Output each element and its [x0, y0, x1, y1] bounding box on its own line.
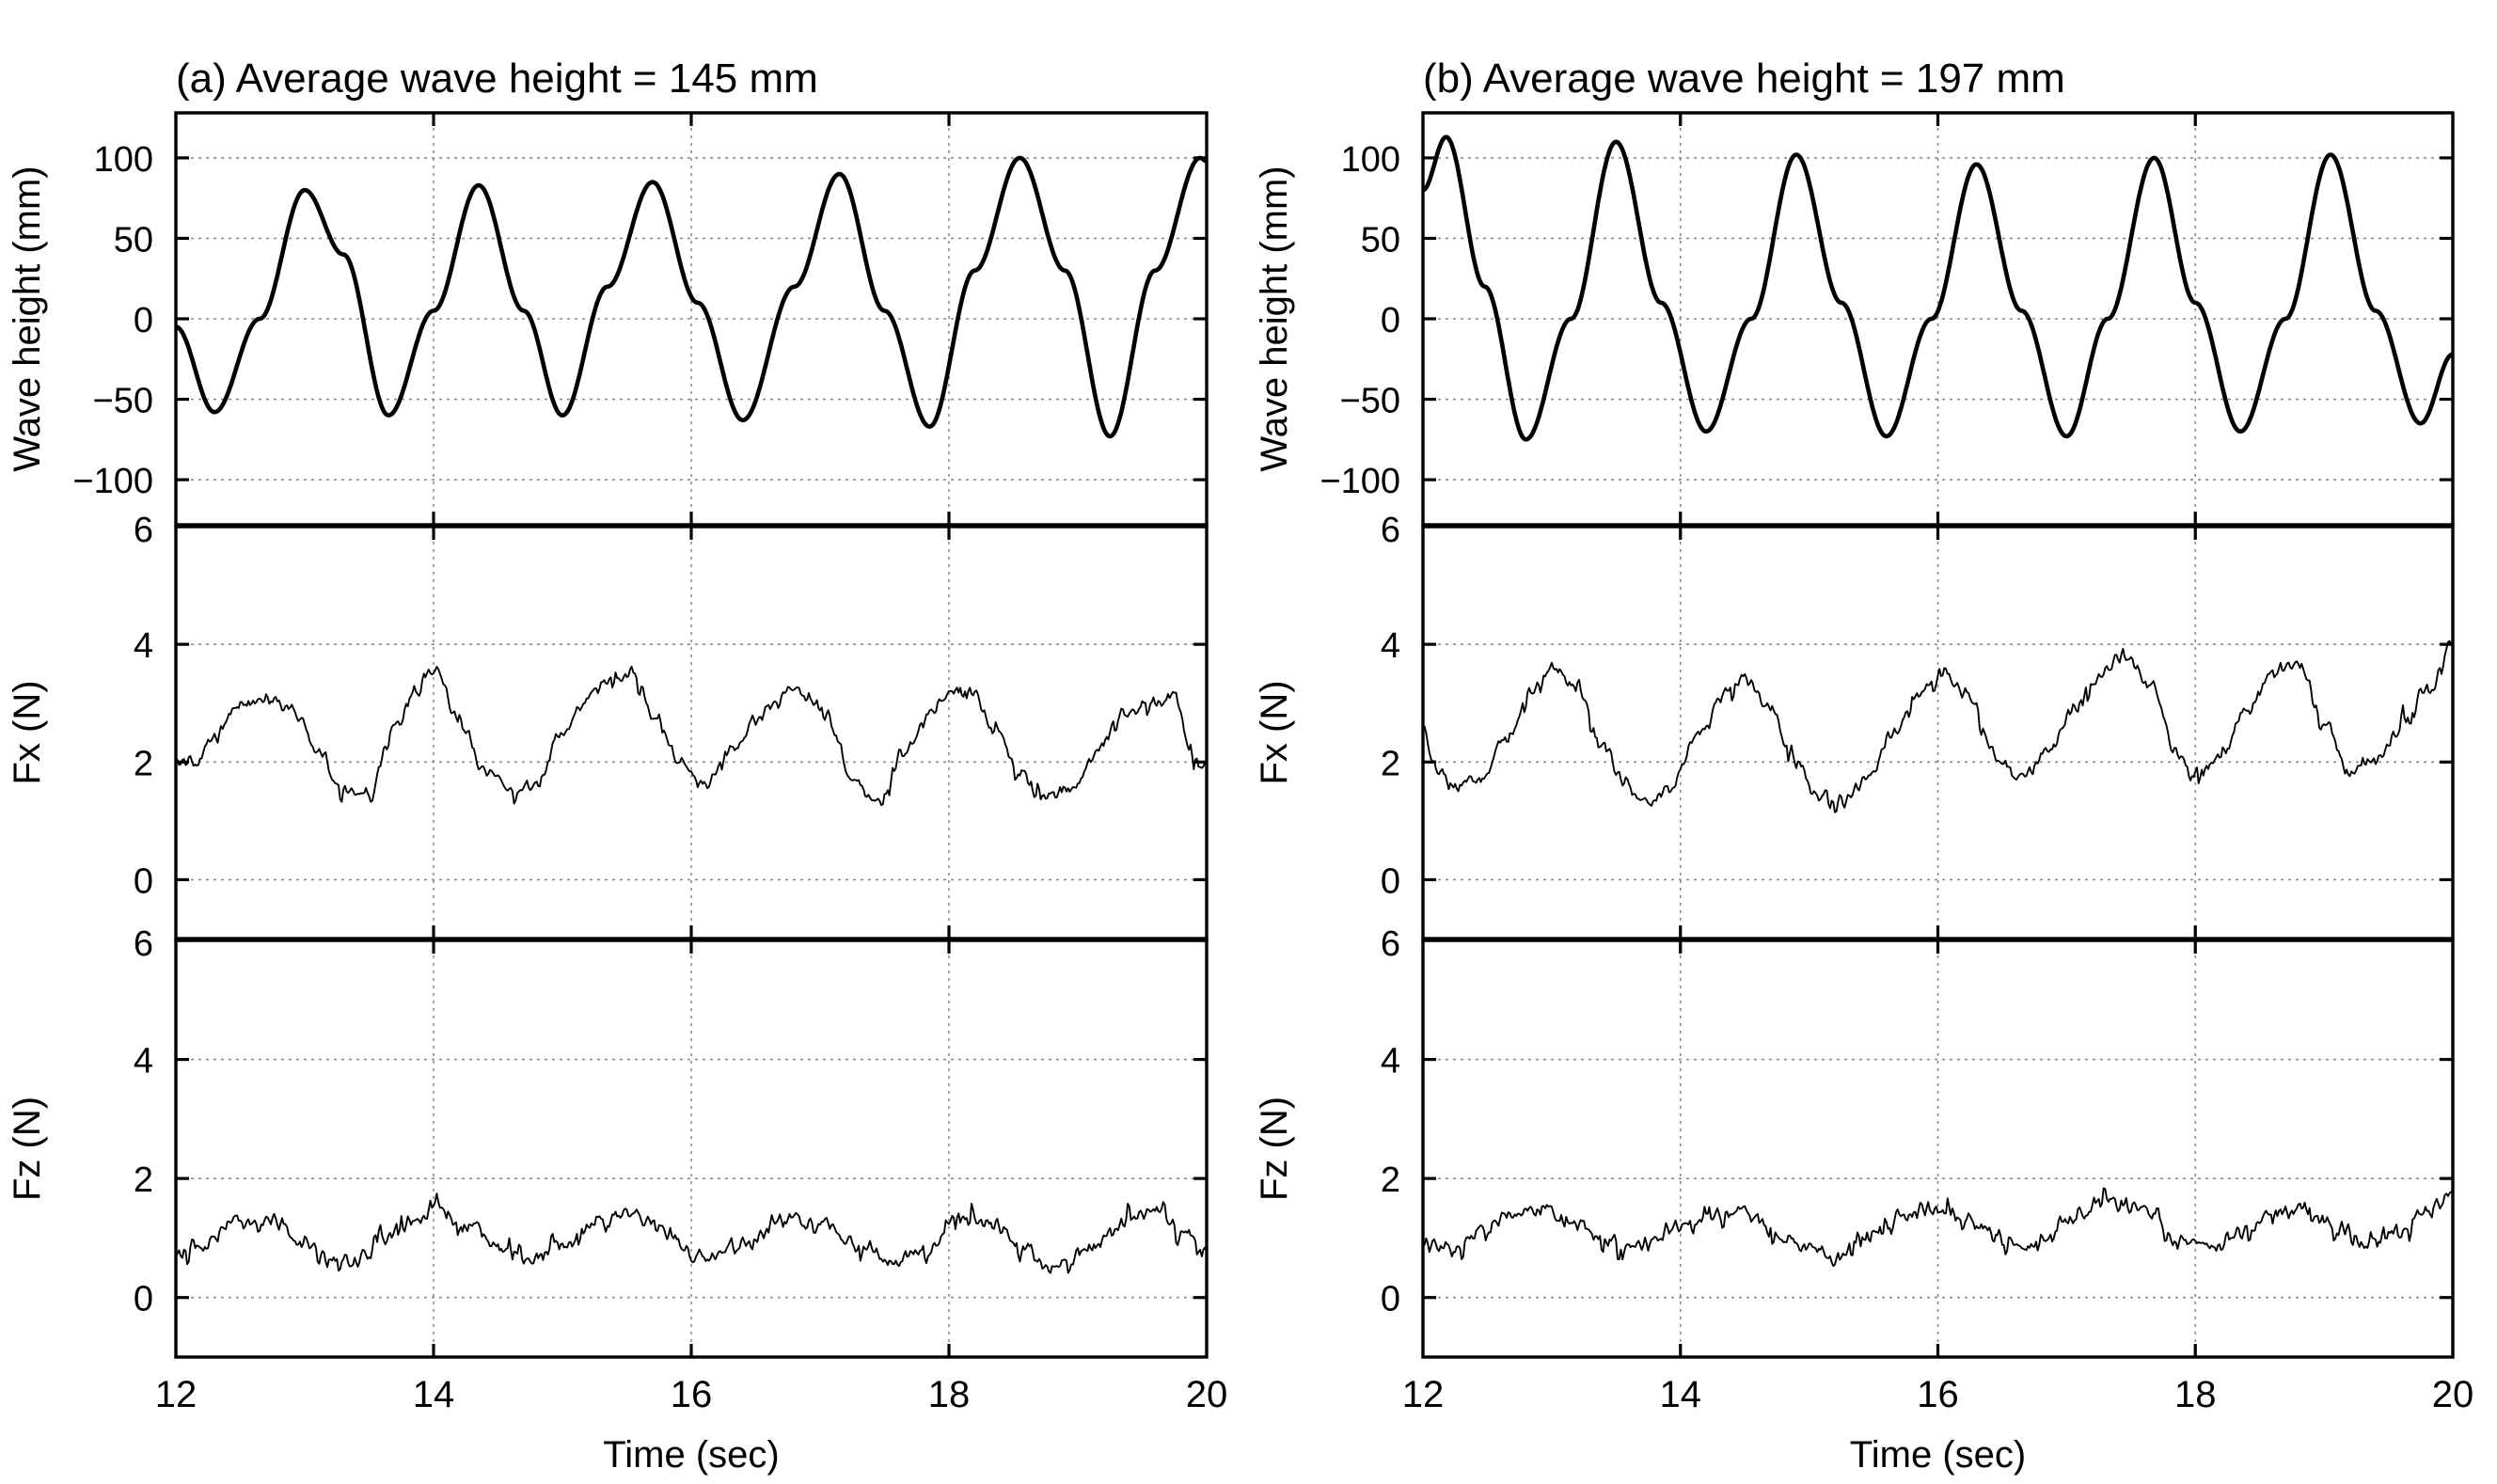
series-line-fx	[175, 665, 1208, 807]
y-tick-label: 2	[134, 1160, 153, 1200]
y-tick-label: 0	[1381, 1280, 1400, 1319]
x-tick-label: 14	[413, 1374, 455, 1415]
y-tick-label: −100	[1320, 462, 1400, 501]
y-tick-label: −50	[93, 382, 153, 421]
y-tick-label: 0	[134, 861, 153, 901]
series-line-fz	[175, 1192, 1208, 1274]
y-tick-label: 6	[1381, 924, 1400, 964]
y-tick-label: 4	[1381, 626, 1400, 666]
y-tick-label: 0	[134, 301, 153, 340]
x-tick-label: 16	[1917, 1374, 1959, 1415]
y-tick-label: 4	[134, 626, 153, 666]
y-tick-label: 2	[1381, 744, 1400, 783]
y-tick-label: 2	[1381, 1160, 1400, 1200]
y-axis-label: Wave height (mm)	[7, 166, 48, 471]
y-tick-label: 50	[1361, 220, 1400, 260]
y-tick-label: 100	[1341, 140, 1400, 180]
y-axis-label: Wave height (mm)	[1254, 166, 1295, 471]
y-axis-label: Fx (N)	[7, 680, 48, 784]
y-tick-label: 4	[1381, 1042, 1400, 1081]
x-axis-label: Time (sec)	[603, 1434, 779, 1476]
series-line-wave	[174, 155, 1209, 439]
y-tick-label: 6	[134, 511, 153, 550]
y-tick-label: −50	[1340, 382, 1400, 421]
subplot-fz: 0 2 4 6 Fz (N)	[1254, 924, 2455, 1359]
y-tick-label: 0	[134, 1280, 153, 1319]
subplot-fx: 0 2 4 6 Fx (N)	[1254, 511, 2455, 940]
y-tick-label: 4	[134, 1042, 153, 1081]
y-tick-label: 50	[114, 220, 153, 260]
y-axis-label: Fz (N)	[7, 1097, 48, 1201]
y-tick-label: 0	[1381, 301, 1400, 340]
x-tick-label: 12	[155, 1374, 198, 1415]
x-tick-label: 16	[671, 1374, 713, 1415]
y-axis-label: Fx (N)	[1254, 680, 1295, 784]
x-axis-label: Time (sec)	[1850, 1434, 2026, 1476]
x-tick-label: 14	[1660, 1374, 1702, 1415]
x-tick-label: 18	[2174, 1374, 2217, 1415]
subplot-wave: −100 −50 0 50 100 Wave height (mm)	[7, 111, 1209, 527]
y-tick-label: −100	[72, 462, 153, 501]
series-line-wave	[1421, 134, 2455, 442]
series-line-fx	[1422, 639, 2454, 813]
y-axis-label: Fz (N)	[1254, 1097, 1295, 1201]
chart-title: (a) Average wave height = 145 mm	[176, 55, 818, 102]
panel-a: (a) Average wave height = 145 mm −100 −50 0…	[7, 55, 1227, 1476]
x-tick-label: 12	[1402, 1374, 1445, 1415]
y-tick-label: 6	[1381, 511, 1400, 550]
subplot-fx: 0 2 4 6 Fx (N)	[7, 511, 1209, 940]
y-tick-label: 0	[1381, 861, 1400, 901]
y-tick-label: 100	[94, 140, 153, 180]
x-tick-label: 20	[2432, 1374, 2474, 1415]
series-line-fz	[1422, 1187, 2454, 1268]
subplot-wave: −100 −50 0 50 100 Wave height (mm)	[1254, 111, 2455, 527]
y-tick-label: 2	[134, 744, 153, 783]
chart-title: (b) Average wave height = 197 mm	[1423, 55, 2065, 102]
panel-b: (b) Average wave height = 197 mm −100 −50 0…	[1254, 55, 2473, 1476]
y-tick-label: 6	[134, 924, 153, 964]
x-tick-label: 18	[928, 1374, 971, 1415]
x-tick-label: 20	[1186, 1374, 1228, 1415]
subplot-fz: 0 2 4 6 Fz (N)	[7, 924, 1209, 1359]
